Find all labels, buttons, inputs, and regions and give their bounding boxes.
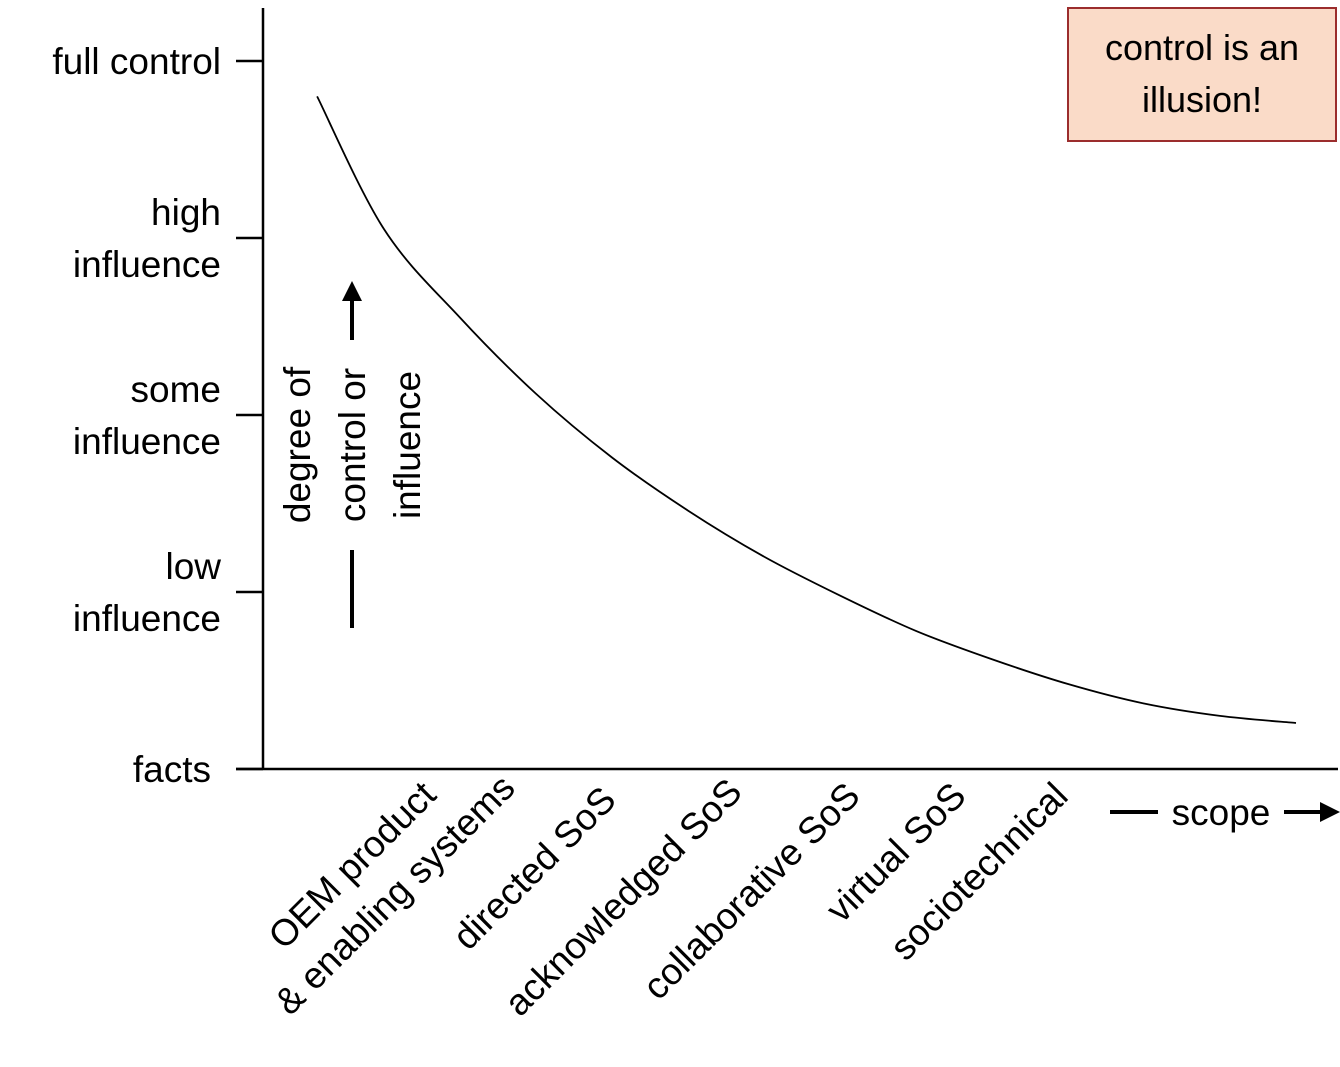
y-axis-label: degree of control or influence — [277, 281, 428, 628]
y-tick-label: influence — [73, 421, 221, 462]
y-tick-label: influence — [73, 244, 221, 285]
y-tick-label: low — [165, 546, 221, 587]
x-tick-label: sociotechnical — [882, 775, 1075, 968]
y-tick-label: full control — [52, 41, 221, 82]
callout-box: control is an illusion! — [1067, 7, 1337, 142]
y-axis-label-line-2: control or — [332, 368, 373, 522]
y-tick-label: influence — [73, 598, 221, 639]
y-axis-label-line-3: influence — [387, 371, 428, 519]
y-tick-label: some — [131, 369, 221, 410]
y-tick-label: facts — [133, 749, 211, 790]
y-ticks: facts low influence some influence high influe… — [52, 41, 263, 790]
x-tick-label: acknowledged SoS — [497, 771, 750, 1024]
y-axis-label-line-1: degree of — [277, 366, 318, 523]
x-axis-label: scope — [1110, 788, 1340, 833]
callout-background — [1067, 7, 1337, 142]
y-tick-label: high — [151, 192, 221, 233]
x-axis-label-text: scope — [1172, 792, 1271, 833]
callout-line-1: control is an — [1105, 27, 1299, 68]
series-layer — [316, 95, 1297, 724]
callout-line-2: illusion! — [1142, 79, 1262, 120]
series-line — [316, 95, 1297, 724]
